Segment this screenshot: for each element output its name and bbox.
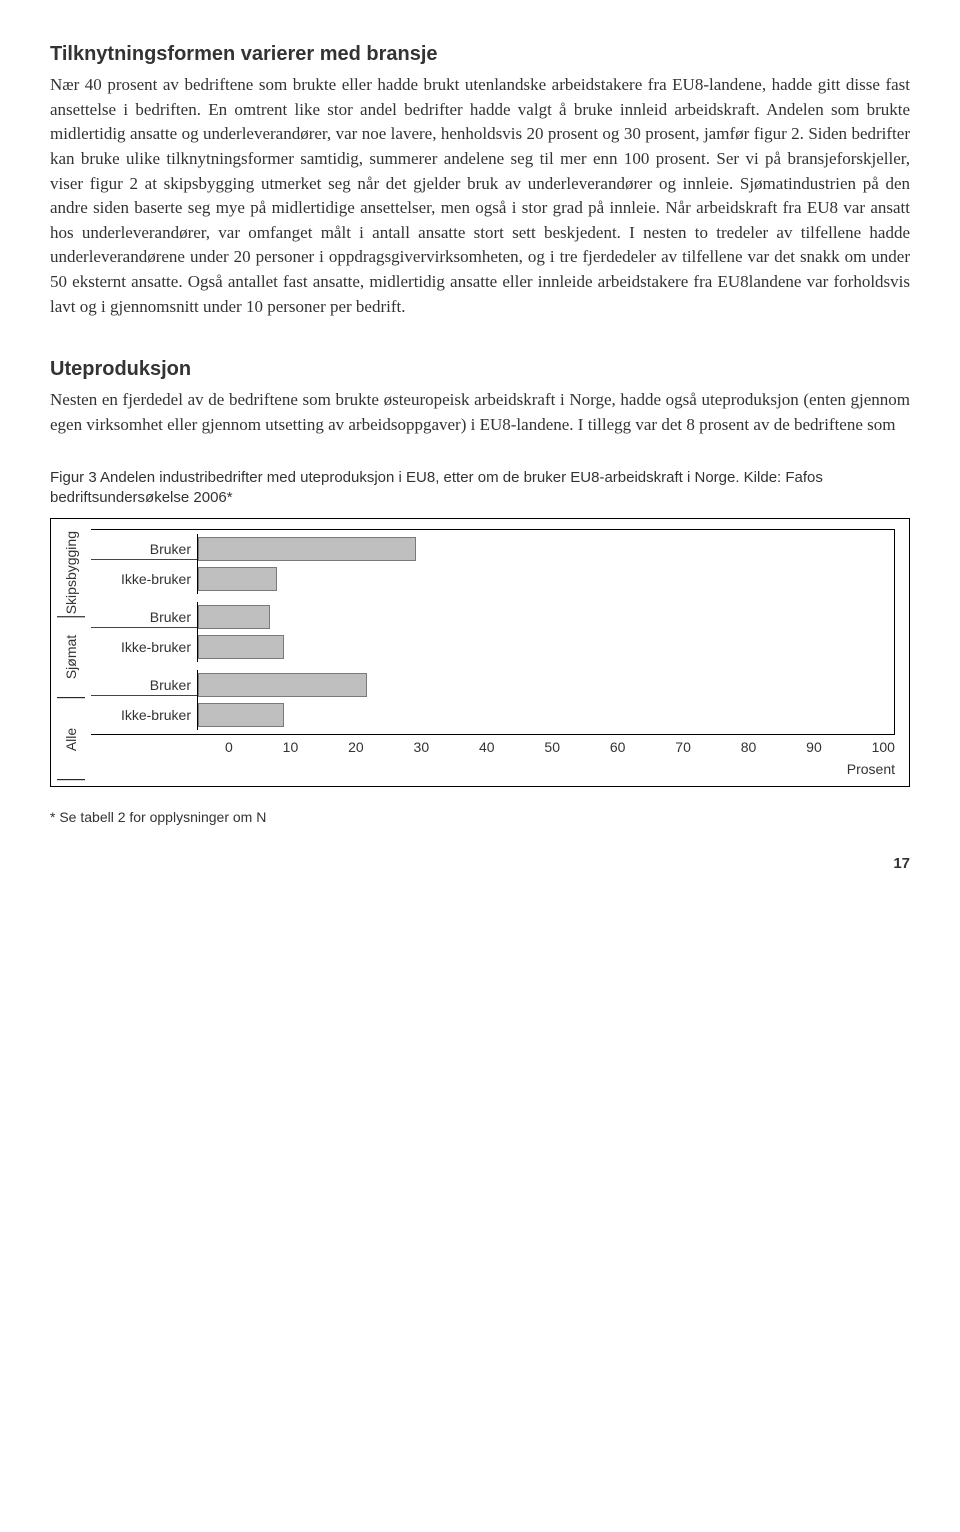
figure-footnote: * Se tabell 2 for opplysninger om N [50, 807, 910, 827]
group-label: Alle [57, 699, 85, 780]
group-label: Skipsbygging [57, 529, 85, 617]
bar-fill [198, 673, 367, 697]
x-tick: 60 [610, 737, 626, 757]
group-label: Sjømat [57, 617, 85, 698]
bar-fill [198, 635, 284, 659]
bar-track [197, 632, 894, 662]
bar-track [197, 602, 894, 632]
bar-label: Bruker [91, 675, 197, 696]
bar-track [197, 564, 894, 594]
x-tick: 80 [741, 737, 757, 757]
x-axis-label: Prosent [91, 759, 895, 779]
bar-fill [198, 567, 277, 591]
x-axis-ticks: 0 10 20 30 40 50 60 70 80 90 100 [225, 737, 895, 757]
bar-fill [198, 703, 284, 727]
bar-label: Ikke-bruker [91, 705, 197, 725]
bar-track [197, 670, 894, 700]
x-tick: 100 [872, 737, 895, 757]
figure-caption: Figur 3 Andelen industribedrifter med ut… [50, 468, 910, 509]
figure3-chart: SkipsbyggingSjømatAlle Bruker Ikke-bruker… [50, 518, 910, 787]
x-tick: 40 [479, 737, 495, 757]
bar-fill [198, 605, 270, 629]
section1-title: Tilknytningsformen varierer med bransje [50, 40, 910, 69]
x-tick: 0 [225, 737, 233, 757]
bar-label: Ikke-bruker [91, 637, 197, 657]
bar-label: Bruker [91, 539, 197, 560]
x-tick: 70 [675, 737, 691, 757]
section2-title: Uteproduksjon [50, 355, 910, 384]
section1-body: Nær 40 prosent av bedriftene som brukte … [50, 73, 910, 319]
x-tick: 20 [348, 737, 364, 757]
x-tick: 10 [283, 737, 299, 757]
bar-track [197, 534, 894, 564]
bar-fill [198, 537, 416, 561]
x-tick: 90 [806, 737, 822, 757]
bar-track [197, 700, 894, 730]
section2-body: Nesten en fjerdedel av de bedriftene som… [50, 388, 910, 437]
bar-label: Bruker [91, 607, 197, 628]
x-tick: 30 [414, 737, 430, 757]
x-tick: 50 [544, 737, 560, 757]
page-number: 17 [50, 853, 910, 875]
bar-label: Ikke-bruker [91, 569, 197, 589]
